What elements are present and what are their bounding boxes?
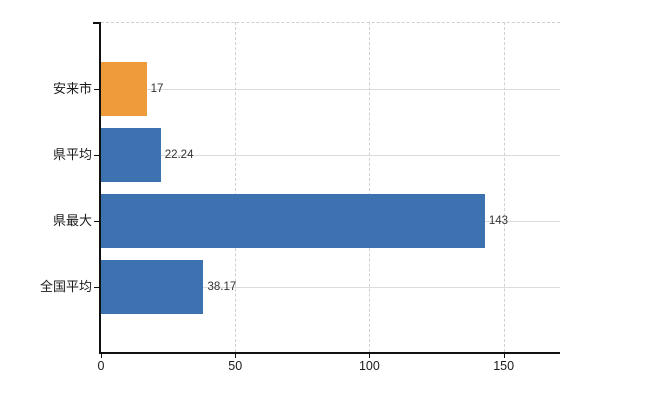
v-gridline xyxy=(503,22,505,352)
x-tick xyxy=(369,354,371,358)
y-tick xyxy=(94,155,100,156)
x-tick xyxy=(235,354,237,358)
h-gridline xyxy=(101,155,560,156)
h-gridline xyxy=(101,89,560,90)
bar xyxy=(101,194,485,248)
y-tick xyxy=(94,287,100,288)
bar xyxy=(101,128,161,182)
x-tick-label: 0 xyxy=(97,359,105,373)
category-label: 県平均 xyxy=(52,147,92,162)
category-label: 安来市 xyxy=(52,81,92,96)
h-gridline xyxy=(101,287,560,288)
bar-value-label: 143 xyxy=(488,215,509,227)
bar xyxy=(101,260,204,314)
x-tick xyxy=(503,354,505,358)
x-tick-label: 50 xyxy=(228,359,243,373)
x-axis-line xyxy=(99,352,560,354)
bar-value-label: 22.24 xyxy=(164,149,194,161)
y-tick xyxy=(94,221,100,222)
v-gridline xyxy=(235,22,237,352)
bar-value-label: 17 xyxy=(150,83,164,95)
y-axis-line xyxy=(99,22,101,354)
bar-value-label: 38.17 xyxy=(207,281,237,293)
v-gridline xyxy=(369,22,371,352)
category-label: 全国平均 xyxy=(39,279,92,294)
x-tick-label: 150 xyxy=(493,359,515,373)
category-label: 県最大 xyxy=(52,213,92,228)
plot-top-border xyxy=(101,22,560,23)
bar xyxy=(101,62,147,116)
y-tick xyxy=(94,89,100,90)
x-tick xyxy=(101,354,102,358)
y-axis-top-tick xyxy=(93,22,100,24)
x-tick-label: 100 xyxy=(358,359,380,373)
